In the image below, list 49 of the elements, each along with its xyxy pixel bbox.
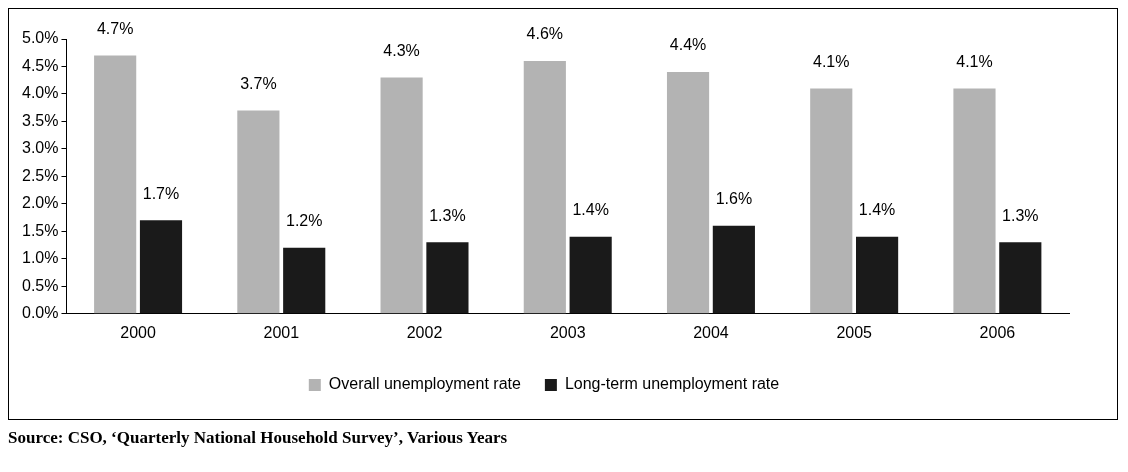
y-tick-label: 0.5%	[22, 276, 59, 294]
bar	[666, 71, 710, 314]
data-label: 1.3%	[429, 206, 466, 224]
data-label: 4.6%	[526, 25, 564, 43]
y-tick-label: 0.0%	[22, 304, 59, 322]
data-label: 4.1%	[956, 52, 993, 70]
data-label: 4.3%	[383, 41, 420, 59]
legend-label: Overall unemployment rate	[328, 375, 521, 393]
data-label: 1.7%	[142, 184, 180, 202]
x-tick-label: 2006	[979, 323, 1016, 341]
x-tick-label: 2001	[263, 323, 300, 341]
bar	[953, 88, 996, 314]
bar	[810, 88, 853, 314]
y-tick-label: 3.5%	[22, 111, 59, 129]
legend-label: Long-term unemployment rate	[564, 375, 780, 393]
x-tick-label: 2002	[406, 323, 443, 341]
x-tick-label: 2004	[693, 323, 729, 341]
y-tick-label: 1.5%	[22, 221, 59, 239]
bar	[380, 77, 423, 314]
data-label: 4.1%	[813, 52, 850, 70]
source-note: Source: CSO, ‘Quarterly National Household Survey’, Various Years	[8, 428, 509, 448]
bar	[139, 220, 183, 314]
y-tick-label: 3.0%	[22, 139, 59, 157]
y-tick-label: 1.0%	[22, 249, 59, 267]
data-label: 1.4%	[572, 201, 609, 219]
y-tick-label: 2.0%	[22, 194, 59, 212]
y-tick-label: 4.0%	[22, 84, 59, 102]
bar	[569, 236, 612, 314]
bar	[426, 242, 469, 314]
bar	[523, 60, 566, 314]
bar	[999, 242, 1042, 314]
y-tick-label: 2.5%	[22, 166, 59, 184]
bar	[856, 236, 899, 314]
y-tick-label: 5.0%	[22, 29, 59, 47]
bar	[712, 225, 755, 314]
bar	[237, 110, 280, 314]
data-label: 1.4%	[858, 201, 896, 219]
data-label: 1.6%	[715, 190, 753, 208]
data-label: 1.3%	[1002, 206, 1039, 224]
data-label: 4.7%	[96, 19, 134, 37]
data-label: 1.2%	[285, 212, 323, 230]
bar	[283, 247, 326, 314]
data-label: 4.4%	[669, 36, 707, 54]
bar	[94, 55, 137, 314]
x-tick-label: 2000	[120, 323, 156, 341]
y-tick-label: 4.5%	[22, 56, 59, 74]
x-tick-label: 2005	[836, 323, 873, 341]
data-label: 3.7%	[240, 74, 277, 92]
x-tick-label: 2003	[549, 323, 586, 341]
